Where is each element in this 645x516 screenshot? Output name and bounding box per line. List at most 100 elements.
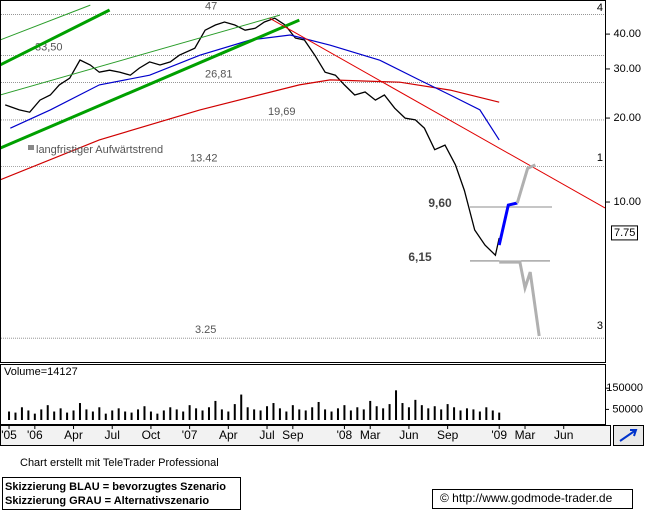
volume-bar — [220, 409, 223, 420]
y-tick-label: 150000 — [606, 382, 643, 394]
series-line — [10, 34, 500, 141]
volume-bar — [207, 407, 210, 420]
last-price-box — [611, 225, 638, 241]
volume-bar — [246, 407, 249, 420]
y-tick-label: 20.00 — [613, 112, 641, 124]
volume-bar — [311, 407, 314, 420]
credit: Chart erstellt mit TeleTrader Profession… — [20, 457, 219, 469]
level-label: 26,81 — [205, 68, 233, 80]
volume-bar — [446, 404, 449, 420]
x-tick-label: Apr — [64, 428, 83, 442]
x-tick-label: Sep — [282, 428, 304, 442]
volume-bar — [46, 405, 49, 420]
volume-bar — [420, 405, 423, 420]
copyright: © http://www.godmode-trader.de — [440, 491, 613, 505]
volume-bar — [59, 408, 62, 420]
x-tick-label: Apr — [219, 428, 238, 442]
series-line — [1, 79, 500, 181]
x-tick-label: Jul — [259, 428, 274, 442]
x-tick-label: '06 — [27, 428, 43, 442]
volume-bar — [356, 407, 359, 420]
volume-bar — [407, 407, 410, 420]
level-label: 9,60 — [428, 196, 452, 210]
volume-bar — [40, 409, 43, 420]
annotation-marker — [28, 145, 34, 150]
volume-bar — [349, 410, 352, 420]
volume-bar — [259, 410, 262, 420]
volume-bar — [8, 411, 11, 420]
x-tick-label: Oct — [142, 428, 161, 442]
volume-bar — [395, 390, 398, 420]
volume-label: Volume=14127 — [4, 366, 78, 378]
volume-bar — [143, 406, 146, 420]
volume-bar — [382, 408, 385, 420]
volume-bar — [91, 411, 94, 420]
legend-box — [2, 477, 241, 510]
volume-bar — [20, 407, 23, 420]
volume-bar — [330, 411, 333, 420]
series-line — [1, 4, 91, 41]
level-label: 33,50 — [35, 41, 63, 53]
series-line — [269, 17, 605, 209]
volume-bar — [72, 410, 75, 420]
series-line — [497, 201, 518, 246]
x-tick-label: '07 — [182, 428, 198, 442]
level-label: 3.25 — [195, 324, 216, 336]
volume-bar — [27, 410, 30, 420]
volume-bar — [304, 410, 307, 420]
volume-bar — [66, 412, 69, 420]
x-tick-label: Jun — [554, 428, 573, 442]
volume-bar — [117, 408, 120, 420]
x-tick-label: '08 — [337, 428, 353, 442]
edge-label: 1 — [597, 152, 603, 164]
volume-bar — [201, 410, 204, 420]
series-line — [499, 260, 541, 337]
volume-bar — [162, 410, 165, 420]
y-tick-label: 40.00 — [613, 28, 641, 40]
volume-label-box — [2, 366, 74, 378]
volume-bar — [266, 406, 269, 420]
volume-bar — [478, 411, 481, 420]
volume-bar — [465, 408, 468, 420]
level-label: 6,15 — [408, 250, 432, 264]
last-price: 7.75 — [614, 227, 635, 239]
volume-bar — [182, 411, 185, 420]
volume-bar — [98, 407, 101, 420]
volume-bar — [149, 411, 152, 420]
volume-bar — [401, 403, 404, 420]
volume-bar — [14, 412, 17, 420]
volume-bar — [104, 413, 107, 420]
volume-bar — [33, 413, 36, 420]
volume-bar — [433, 406, 436, 420]
volume-bar — [137, 409, 140, 420]
time-axis-strip — [0, 425, 611, 446]
series-line — [1, 8, 111, 67]
volume-bar — [124, 411, 127, 420]
tool-icon — [619, 429, 638, 442]
volume-bar — [440, 409, 443, 420]
price-panel — [0, 0, 606, 363]
volume-bar — [130, 412, 133, 420]
x-tick-label: Mar — [360, 428, 381, 442]
volume-bar — [369, 400, 372, 420]
level-label: 47 — [205, 0, 217, 12]
volume-bar — [169, 407, 172, 420]
volume-bar — [175, 409, 178, 420]
x-tick-label: '09 — [491, 428, 507, 442]
y-tick-label: 30.00 — [613, 63, 641, 75]
volume-bar — [375, 406, 378, 420]
volume-bar — [214, 400, 217, 420]
volume-bar — [240, 394, 243, 420]
y-tick-label: 10.00 — [613, 196, 641, 208]
volume-bar — [459, 410, 462, 420]
series-line — [1, 18, 300, 150]
plot-area — [1, 4, 605, 337]
volume-bar — [453, 407, 456, 420]
volume-bar — [291, 405, 294, 420]
x-tick-label: Jun — [399, 428, 418, 442]
volume-bar — [78, 403, 81, 420]
x-tick-label: Mar — [515, 428, 536, 442]
y-tick-label: 50000 — [612, 403, 643, 415]
